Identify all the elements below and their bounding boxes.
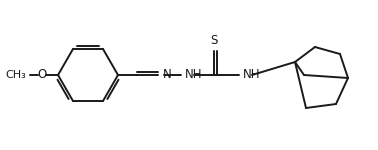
Text: O: O bbox=[37, 69, 46, 81]
Text: NH: NH bbox=[185, 69, 203, 81]
Text: NH: NH bbox=[243, 69, 260, 81]
Text: S: S bbox=[210, 34, 218, 47]
Text: CH₃: CH₃ bbox=[5, 70, 26, 81]
Text: N: N bbox=[163, 69, 172, 81]
